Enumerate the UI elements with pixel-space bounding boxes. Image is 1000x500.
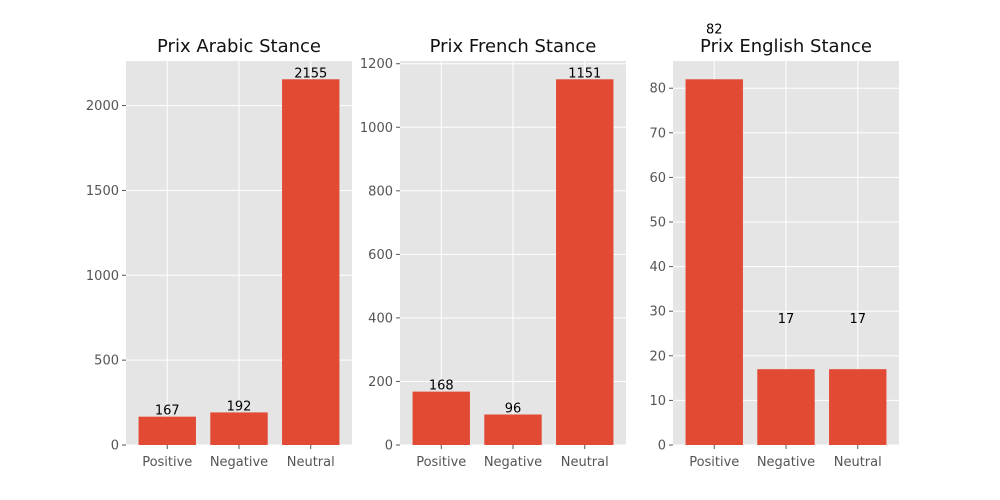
y-tick-label: 1500 <box>86 184 119 199</box>
x-tick-label: Neutral <box>561 455 609 470</box>
bar-neutral <box>556 79 614 446</box>
data-label: 82 <box>706 22 723 37</box>
chart-panel-3: 0 10 20 30 40 50 60 70 80 82 Positive 17 Negative 17 N… <box>649 22 899 470</box>
bar-positive <box>412 391 470 445</box>
y-tick-label: 10 <box>649 394 666 409</box>
y-tick-label: 40 <box>649 260 666 275</box>
y-tick-label: 0 <box>658 439 666 454</box>
data-label: 168 <box>429 379 454 394</box>
chart-title: Prix French Stance <box>430 36 597 57</box>
data-label: 1151 <box>568 66 601 81</box>
y-tick-label: 30 <box>649 305 666 320</box>
x-tick-label: Negative <box>210 455 268 470</box>
y-tick-label: 1200 <box>360 57 393 72</box>
x-tick-label: Negative <box>757 455 815 470</box>
chart-title: Prix English Stance <box>700 36 872 57</box>
data-label: 192 <box>227 399 252 414</box>
y-tick-label: 2000 <box>86 99 119 114</box>
chart-panel-1: 0 500 1000 1500 2000 167 Positive 192 Negative 21… <box>86 36 352 470</box>
y-tick-label: 800 <box>368 184 393 199</box>
y-tick-label: 1000 <box>360 121 393 136</box>
bar-positive <box>138 416 196 445</box>
bar-neutral <box>829 369 887 445</box>
y-tick-label: 50 <box>649 216 666 231</box>
y-tick-label: 400 <box>368 311 393 326</box>
y-tick-label: 70 <box>649 126 666 141</box>
y-tick-label: 60 <box>649 171 666 186</box>
bar-negative <box>757 369 815 445</box>
y-tick-label: 1000 <box>86 269 119 284</box>
bar-neutral <box>282 79 340 446</box>
x-tick-label: Neutral <box>834 455 882 470</box>
y-tick-label: 0 <box>111 439 119 454</box>
y-tick-label: 500 <box>94 354 119 369</box>
data-label: 2155 <box>294 66 327 81</box>
x-tick-label: Positive <box>689 455 739 470</box>
x-tick-label: Positive <box>142 455 192 470</box>
x-tick-label: Neutral <box>287 455 335 470</box>
chart-title: Prix Arabic Stance <box>157 36 321 57</box>
x-tick-label: Positive <box>416 455 466 470</box>
y-tick-label: 0 <box>385 439 393 454</box>
data-label: 167 <box>155 404 180 419</box>
y-tick-label: 20 <box>649 349 666 364</box>
x-tick-label: Negative <box>484 455 542 470</box>
bar-negative <box>210 412 268 445</box>
y-tick-label: 200 <box>368 375 393 390</box>
bar-negative <box>484 414 542 445</box>
chart-panel-2: 0 200 400 600 800 1000 1200 168 Positive 96 Negati… <box>360 36 626 470</box>
y-tick-label: 80 <box>649 82 666 97</box>
bar-positive <box>685 79 743 446</box>
y-tick-label: 600 <box>368 248 393 263</box>
data-label: 17 <box>849 312 866 327</box>
data-label: 17 <box>778 312 795 327</box>
data-label: 96 <box>505 401 522 416</box>
